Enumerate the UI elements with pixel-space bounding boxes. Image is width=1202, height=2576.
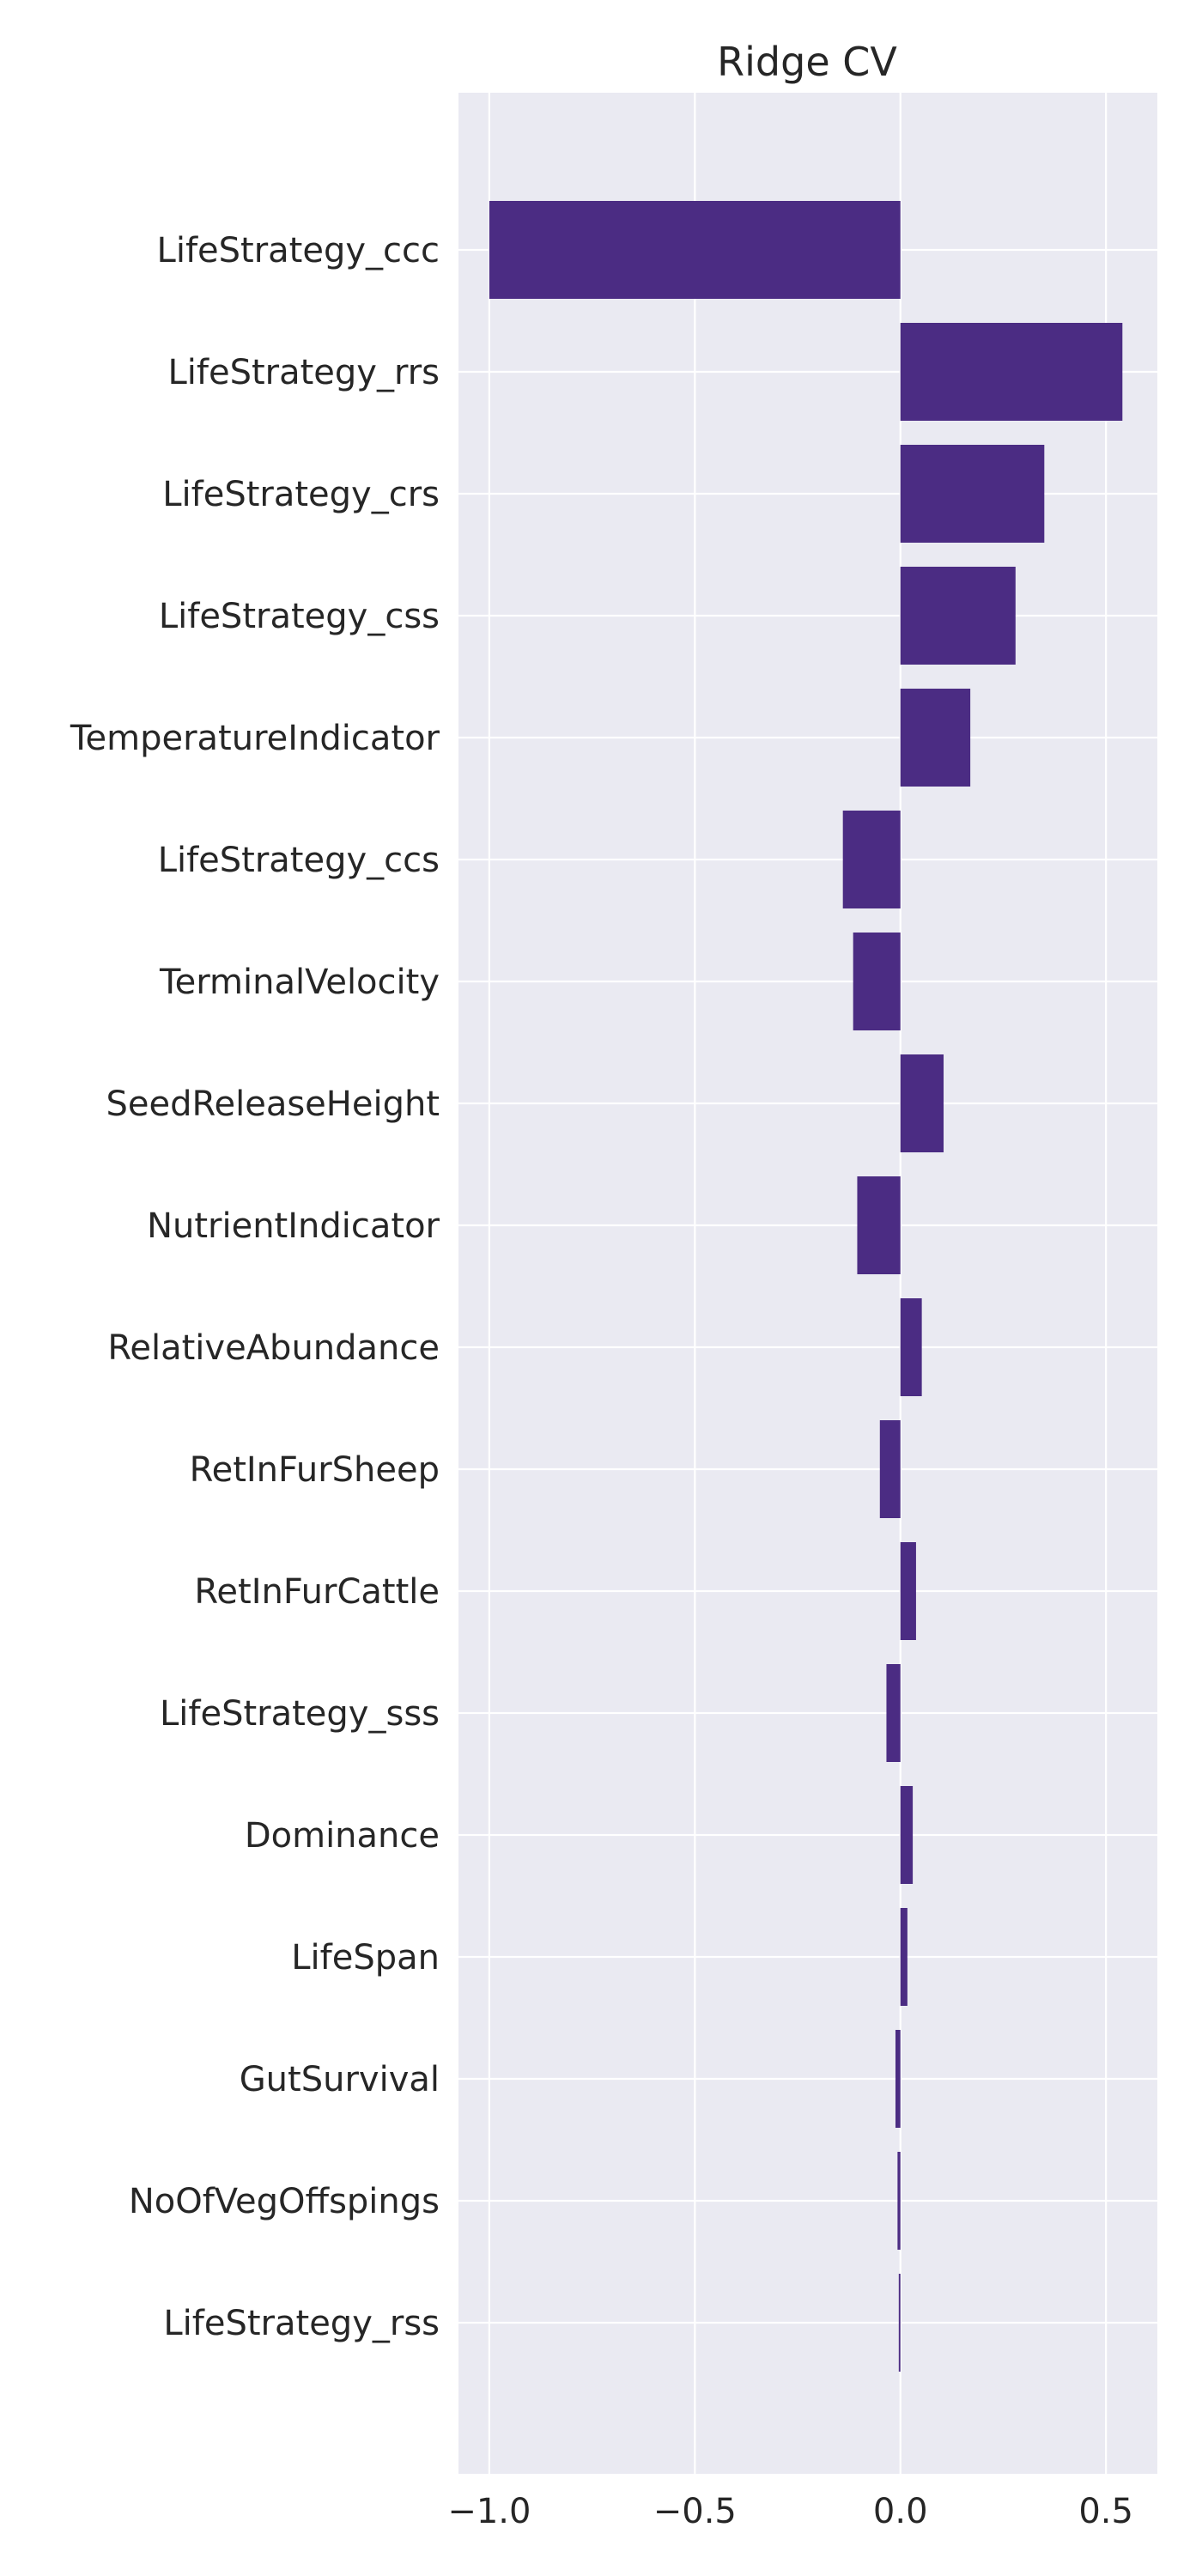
y-tick-label: TerminalVelocity [159, 963, 440, 1002]
y-tick-label: LifeStrategy_ccc [157, 231, 440, 270]
chart-title: Ridge CV [717, 39, 897, 85]
y-tick-label: TemperatureIndicator [70, 719, 440, 758]
bar [900, 445, 1045, 543]
plot-area [458, 93, 1157, 2474]
y-tick-label: NoOfVegOffspings [129, 2182, 440, 2221]
bar [897, 2152, 901, 2250]
y-tick-label: LifeSpan [291, 1938, 440, 1978]
y-tick-label: LifeStrategy_crs [162, 475, 440, 514]
bar [895, 2030, 901, 2128]
bar [842, 811, 901, 908]
bar [886, 1664, 901, 1762]
y-tick-label: RetInFurSheep [190, 1450, 440, 1490]
y-tick-label: SeedReleaseHeight [106, 1084, 440, 1124]
bar [898, 2274, 901, 2372]
y-tick-label: LifeStrategy_css [159, 597, 440, 636]
y-tick-label: RelativeAbundance [107, 1328, 440, 1368]
y-tick-label: LifeStrategy_ccs [158, 841, 440, 880]
x-tick-label: 0.5 [1078, 2492, 1133, 2531]
x-tick-labels: −1.0 −0.5 0.0 0.5 [447, 2492, 1133, 2531]
bar [900, 567, 1016, 665]
bar [853, 933, 901, 1030]
bar [900, 323, 1123, 421]
bars [489, 201, 1123, 2372]
bar [900, 1908, 908, 2006]
y-tick-label: LifeStrategy_sss [160, 1694, 440, 1734]
y-tick-label: RetInFurCattle [194, 1572, 440, 1612]
y-tick-labels: LifeStrategy_ccc LifeStrategy_rrs LifeStra… [70, 231, 440, 2343]
bar [900, 1542, 916, 1640]
bar [900, 1786, 914, 1884]
bar [489, 201, 901, 299]
x-tick-label: −1.0 [447, 2492, 531, 2531]
y-tick-label: NutrientIndicator [147, 1206, 440, 1246]
x-tick-label: −0.5 [653, 2492, 737, 2531]
bar [900, 1298, 922, 1396]
y-tick-label: GutSurvival [240, 2060, 440, 2099]
bar [857, 1176, 901, 1274]
x-tick-label: 0.0 [873, 2492, 928, 2531]
bar [900, 689, 971, 787]
bar [879, 1420, 901, 1518]
y-tick-label: LifeStrategy_rss [163, 2304, 440, 2343]
y-tick-label: Dominance [245, 1816, 440, 1856]
bar [900, 1054, 944, 1152]
y-tick-label: LifeStrategy_rrs [167, 353, 440, 392]
